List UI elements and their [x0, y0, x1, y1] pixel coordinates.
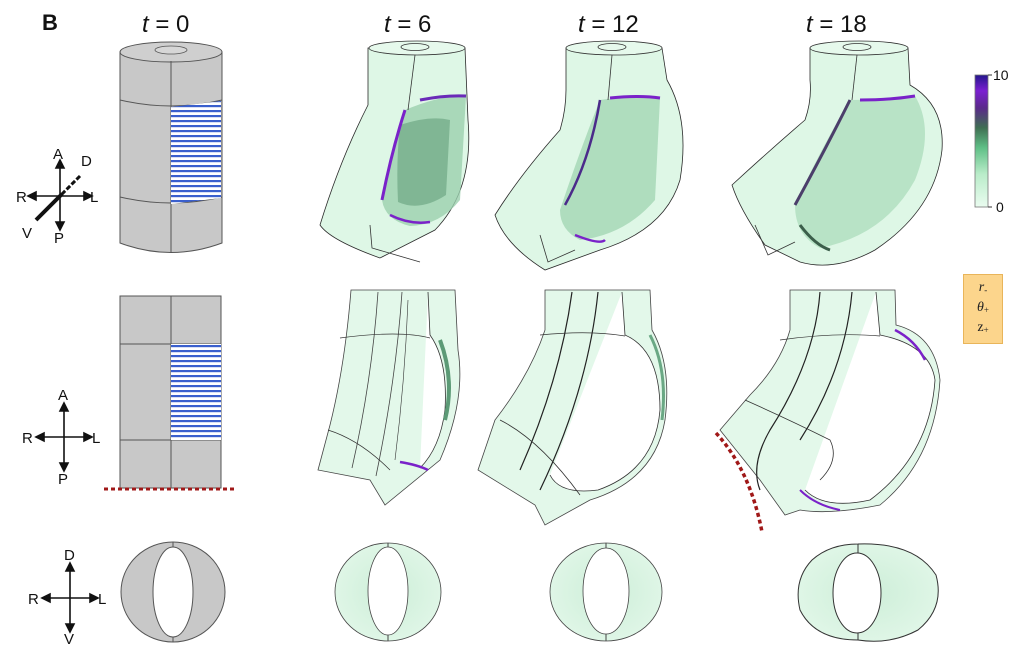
- axis-3d-up: A: [53, 146, 63, 163]
- mode-theta: θ+: [977, 300, 989, 315]
- striped-region-front: [171, 344, 221, 440]
- time-label-3: t = 18: [806, 11, 867, 38]
- axis-3d-back: D: [81, 153, 92, 170]
- colorbar-max: 10: [993, 67, 1009, 83]
- striped-region-3d: [171, 101, 221, 204]
- ring-top-t6: [334, 542, 442, 642]
- ring-top-t0: [120, 541, 226, 643]
- axis-3d-front: V: [22, 225, 32, 242]
- time-label-2: t = 12: [578, 11, 639, 38]
- mode-label-box: r- θ+ z+: [963, 274, 1003, 344]
- axes-3d: [26, 158, 94, 232]
- boundary-line-t18: [714, 431, 764, 533]
- axes-front: [34, 401, 94, 473]
- mode-z: z+: [977, 320, 989, 335]
- axis-top-up: D: [64, 547, 75, 564]
- ring-top-t18: [797, 543, 939, 642]
- tube-3d-t12: [494, 40, 684, 271]
- axes-top: [40, 561, 100, 634]
- panel-label: B: [42, 10, 58, 35]
- tube-front-t18: [714, 289, 941, 533]
- axis-3d-right: L: [90, 189, 98, 206]
- time-label-0: t = 0: [142, 11, 189, 38]
- colorbar-min: 0: [996, 199, 1004, 215]
- cylinder-3d-t0: [119, 41, 223, 253]
- tube-3d-t18: [731, 40, 943, 266]
- time-labels: t = 0 t = 6 t = 12 t = 18: [142, 11, 867, 38]
- axis-front-down: P: [58, 471, 68, 488]
- tube-front-t12: [477, 289, 668, 526]
- time-label-1: t = 6: [384, 11, 431, 38]
- colorbar-gradient: [974, 74, 989, 208]
- axis-3d-left: R: [16, 189, 27, 206]
- axis-front-left: R: [22, 430, 33, 447]
- ring-top-t12: [549, 542, 663, 642]
- tube-front-t0: [104, 295, 236, 491]
- axis-top-right: L: [98, 591, 106, 608]
- axis-front-right: L: [92, 430, 100, 447]
- axis-top-down: V: [64, 631, 74, 648]
- tube-3d-t6: [319, 40, 470, 263]
- mode-r: r-: [978, 280, 988, 295]
- axis-top-left: R: [28, 591, 39, 608]
- axis-front-up: A: [58, 387, 68, 404]
- tube-front-t6: [317, 289, 461, 506]
- colorbar: [974, 74, 992, 208]
- axis-3d-down: P: [54, 230, 64, 247]
